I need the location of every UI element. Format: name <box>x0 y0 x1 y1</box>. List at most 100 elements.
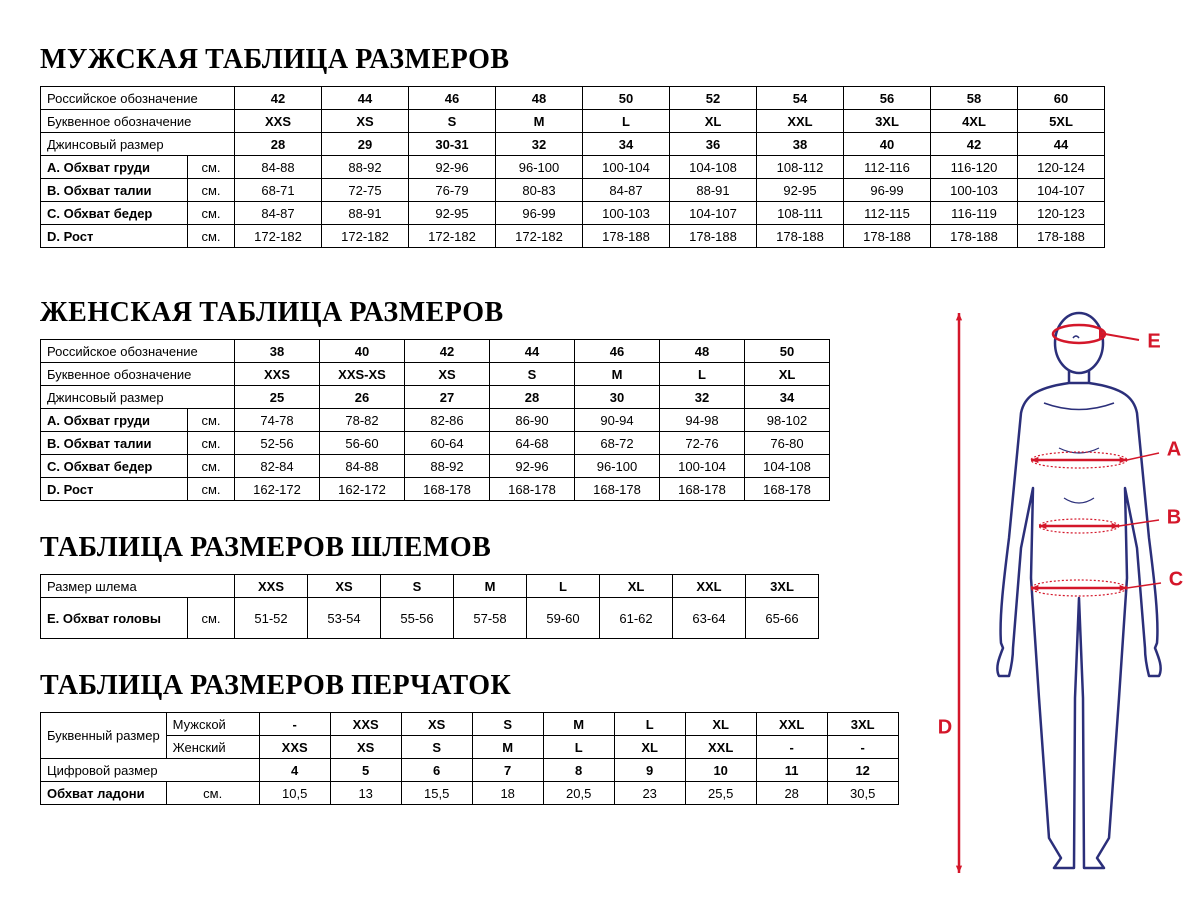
cell: 55-56 <box>381 598 454 639</box>
cell: XL <box>600 575 673 598</box>
cell: 64-68 <box>490 432 575 455</box>
label-female: Женский <box>166 736 259 759</box>
cell: 38 <box>757 133 844 156</box>
cell: 168-178 <box>745 478 830 501</box>
cell: XL <box>745 363 830 386</box>
cell: 34 <box>745 386 830 409</box>
cell: S <box>409 110 496 133</box>
cell: 59-60 <box>527 598 600 639</box>
cell: 80-83 <box>496 179 583 202</box>
table-helmet: Размер шлемаXXSXSSMLXLXXL3XL E. Обхват г… <box>40 574 819 639</box>
cell: 28 <box>490 386 575 409</box>
cell: 88-92 <box>405 455 490 478</box>
label-letter: Буквенное обозначение <box>41 363 235 386</box>
cell: 172-182 <box>496 225 583 248</box>
unit-cm: см. <box>166 782 259 805</box>
cell: 72-75 <box>322 179 409 202</box>
cell: 96-100 <box>575 455 660 478</box>
cell: L <box>614 713 685 736</box>
cell: 178-188 <box>670 225 757 248</box>
cell: 27 <box>405 386 490 409</box>
cell: M <box>543 713 614 736</box>
table-men: Российское обозначение424446485052545658… <box>40 86 1105 248</box>
cell: 178-188 <box>1018 225 1105 248</box>
cell: 78-82 <box>320 409 405 432</box>
cell: 162-172 <box>320 478 405 501</box>
cell: 168-178 <box>575 478 660 501</box>
cell: 25,5 <box>685 782 756 805</box>
cell: L <box>583 110 670 133</box>
label-chest: A. Обхват груди <box>41 156 188 179</box>
cell: 116-119 <box>931 202 1018 225</box>
heading-gloves: ТАБЛИЦА РАЗМЕРОВ ПЕРЧАТОК <box>40 669 899 702</box>
cell: 82-84 <box>235 455 320 478</box>
cell: 88-91 <box>322 202 409 225</box>
cell: 8 <box>543 759 614 782</box>
cell: 92-96 <box>409 156 496 179</box>
cell: XXL <box>685 736 756 759</box>
cell: L <box>527 575 600 598</box>
cell: 56 <box>844 87 931 110</box>
cell: 51-52 <box>235 598 308 639</box>
cell: 120-124 <box>1018 156 1105 179</box>
cell: 3XL <box>827 713 898 736</box>
cell: 68-72 <box>575 432 660 455</box>
cell: XL <box>614 736 685 759</box>
label-male: Мужской <box>166 713 259 736</box>
heading-helmet: ТАБЛИЦА РАЗМЕРОВ ШЛЕМОВ <box>40 531 899 564</box>
cell: 56-60 <box>320 432 405 455</box>
table-women: Российское обозначение38404244464850 Бук… <box>40 339 830 501</box>
cell: 63-64 <box>673 598 746 639</box>
cell: 172-182 <box>409 225 496 248</box>
cell: 29 <box>322 133 409 156</box>
cell: 10,5 <box>259 782 330 805</box>
label-head: E. Обхват головы <box>41 598 188 639</box>
unit-cm: см. <box>188 202 235 225</box>
cell: 112-115 <box>844 202 931 225</box>
cell: 15,5 <box>401 782 472 805</box>
unit-cm: см. <box>188 225 235 248</box>
cell: XS <box>401 713 472 736</box>
cell: - <box>259 713 330 736</box>
cell: 12 <box>827 759 898 782</box>
cell: 104-108 <box>745 455 830 478</box>
cell: M <box>472 736 543 759</box>
body-figure: DEABC <box>929 298 1187 892</box>
label-waist: B. Обхват талии <box>41 432 188 455</box>
cell: 60-64 <box>405 432 490 455</box>
cell: 120-123 <box>1018 202 1105 225</box>
label-height: D. Рост <box>41 225 188 248</box>
cell: XXS <box>235 110 322 133</box>
cell: 58 <box>931 87 1018 110</box>
unit-cm: см. <box>188 179 235 202</box>
cell: 178-188 <box>757 225 844 248</box>
cell: 3XL <box>746 575 819 598</box>
cell: 7 <box>472 759 543 782</box>
cell: 50 <box>745 340 830 363</box>
cell: 5 <box>330 759 401 782</box>
label-letter-size: Буквенный размер <box>41 713 167 759</box>
cell: 68-71 <box>235 179 322 202</box>
cell: 172-182 <box>235 225 322 248</box>
cell: XS <box>308 575 381 598</box>
cell: 52-56 <box>235 432 320 455</box>
cell: 44 <box>490 340 575 363</box>
cell: L <box>660 363 745 386</box>
label-letter: Буквенное обозначение <box>41 110 235 133</box>
cell: 28 <box>235 133 322 156</box>
cell: 162-172 <box>235 478 320 501</box>
unit-cm: см. <box>188 598 235 639</box>
cell: 50 <box>583 87 670 110</box>
cell: 100-104 <box>660 455 745 478</box>
cell: 84-88 <box>235 156 322 179</box>
cell: S <box>490 363 575 386</box>
cell: 38 <box>235 340 320 363</box>
cell: 84-87 <box>235 202 322 225</box>
heading-men: МУЖСКАЯ ТАБЛИЦА РАЗМЕРОВ <box>40 43 1147 76</box>
cell: 30-31 <box>409 133 496 156</box>
cell: XXL <box>673 575 746 598</box>
cell: 4XL <box>931 110 1018 133</box>
unit-cm: см. <box>188 409 235 432</box>
cell: XS <box>322 110 409 133</box>
cell: 44 <box>322 87 409 110</box>
